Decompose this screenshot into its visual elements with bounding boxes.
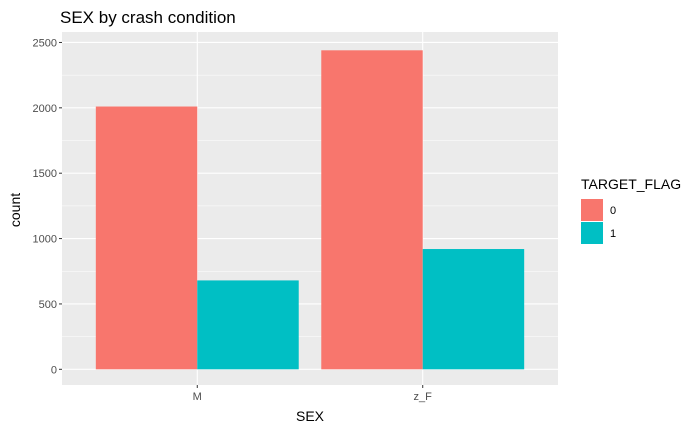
bars bbox=[95, 50, 525, 370]
legend-label-1: 1 bbox=[610, 228, 616, 240]
y-axis-ticks: 0 500 1000 1500 2000 2500 bbox=[33, 37, 62, 376]
bar-z_F-1 bbox=[422, 249, 525, 370]
y-axis-title: count bbox=[7, 193, 23, 227]
legend: TARGET_FLAG 0 1 bbox=[581, 176, 681, 244]
y-tick-label: 2500 bbox=[33, 37, 57, 49]
y-tick-label: 1000 bbox=[33, 234, 57, 246]
chart-title: SEX by crash condition bbox=[60, 8, 236, 27]
y-tick-label: 0 bbox=[51, 364, 57, 376]
legend-title: TARGET_FLAG bbox=[581, 176, 681, 192]
x-tick-label: z_F bbox=[414, 391, 433, 403]
legend-label-0: 0 bbox=[610, 205, 616, 217]
y-tick-label: 500 bbox=[39, 299, 57, 311]
y-tick-label: 1500 bbox=[33, 168, 57, 180]
bar-z_F-0 bbox=[321, 50, 423, 370]
x-tick-label: M bbox=[193, 391, 202, 403]
bar-M-1 bbox=[197, 280, 299, 370]
bar-M-0 bbox=[95, 106, 198, 370]
y-tick-label: 2000 bbox=[33, 103, 57, 115]
legend-key-0 bbox=[581, 199, 603, 221]
x-axis-title: SEX bbox=[296, 408, 325, 424]
legend-key-1 bbox=[581, 222, 603, 244]
